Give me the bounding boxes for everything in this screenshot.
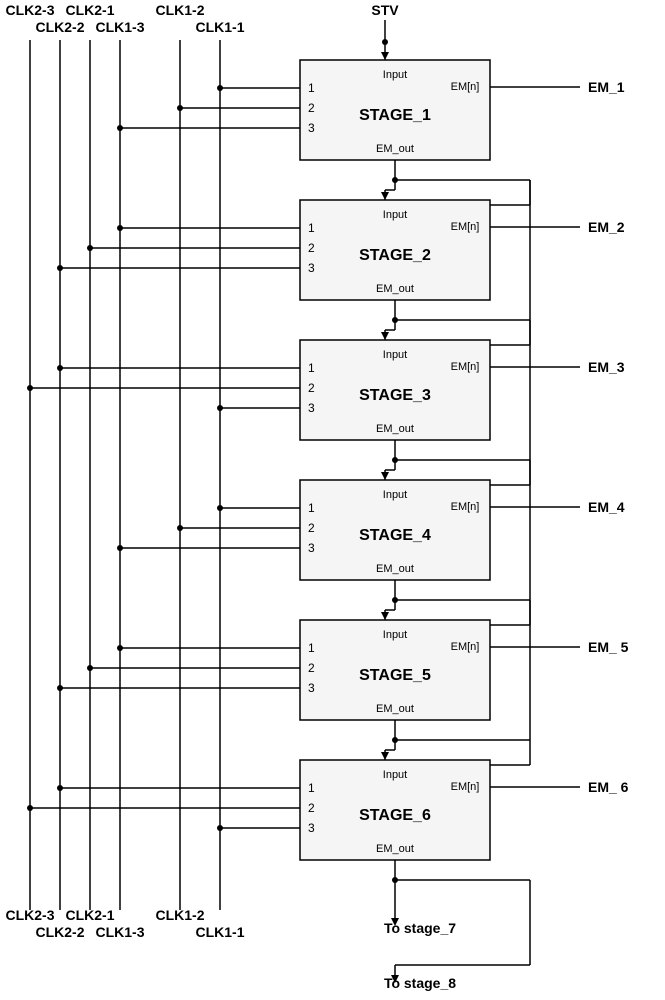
stage-name: STAGE_2 (359, 247, 431, 264)
emn-label: EM[n] (451, 501, 480, 513)
port-num: 1 (308, 641, 315, 655)
clk-label-top: CLK2-1 (65, 2, 114, 18)
port-num: 3 (308, 261, 315, 275)
clk-label-top: CLK1-3 (95, 19, 144, 35)
clk-label-top: CLK2-3 (5, 2, 54, 18)
emout-label: EM_out (376, 423, 414, 435)
emn-label: EM[n] (451, 221, 480, 233)
em-output-label: EM_ 6 (588, 779, 629, 795)
stv-label: STV (371, 2, 399, 18)
em-output-label: EM_2 (588, 219, 625, 235)
input-label: Input (383, 209, 407, 221)
stage-name: STAGE_6 (359, 807, 431, 824)
to-stage-7: To stage_7 (384, 920, 456, 936)
to-stage-8: To stage_8 (384, 975, 456, 991)
stage-name: STAGE_5 (359, 667, 431, 684)
port-num: 2 (308, 101, 315, 115)
emout-label: EM_out (376, 703, 414, 715)
port-num: 2 (308, 801, 315, 815)
port-num: 1 (308, 361, 315, 375)
stage-name: STAGE_3 (359, 387, 431, 404)
clk-label-bot: CLK1-2 (155, 907, 204, 923)
clk-label-top: CLK1-2 (155, 2, 204, 18)
em-output-label: EM_ 5 (588, 639, 629, 655)
em-output-label: EM_3 (588, 359, 625, 375)
em-output-label: EM_1 (588, 79, 625, 95)
port-num: 3 (308, 401, 315, 415)
emout-label: EM_out (376, 283, 414, 295)
port-num: 1 (308, 81, 315, 95)
port-num: 1 (308, 501, 315, 515)
clk-label-bot: CLK2-1 (65, 907, 114, 923)
port-num: 3 (308, 681, 315, 695)
emn-label: EM[n] (451, 361, 480, 373)
clk-label-top: CLK1-1 (195, 19, 244, 35)
port-num: 1 (308, 221, 315, 235)
em-output-label: EM_4 (588, 499, 625, 515)
emn-label: EM[n] (451, 641, 480, 653)
input-label: Input (383, 489, 407, 501)
port-num: 3 (308, 541, 315, 555)
input-label: Input (383, 769, 407, 781)
port-num: 3 (308, 121, 315, 135)
clk-label-bot: CLK1-3 (95, 924, 144, 940)
clk-label-bot: CLK2-2 (35, 924, 84, 940)
circuit-diagram: CLK2-3CLK2-3CLK2-2CLK2-2CLK2-1CLK2-1CLK1… (0, 0, 665, 1000)
input-label: Input (383, 349, 407, 361)
port-num: 1 (308, 781, 315, 795)
port-num: 2 (308, 381, 315, 395)
input-label: Input (383, 69, 407, 81)
emn-label: EM[n] (451, 781, 480, 793)
port-num: 2 (308, 661, 315, 675)
stage-name: STAGE_4 (359, 527, 431, 544)
stage-name: STAGE_1 (359, 107, 431, 124)
port-num: 2 (308, 241, 315, 255)
port-num: 2 (308, 521, 315, 535)
emn-label: EM[n] (451, 81, 480, 93)
emout-label: EM_out (376, 563, 414, 575)
port-num: 3 (308, 821, 315, 835)
clk-label-bot: CLK2-3 (5, 907, 54, 923)
input-label: Input (383, 629, 407, 641)
clk-label-top: CLK2-2 (35, 19, 84, 35)
emout-label: EM_out (376, 843, 414, 855)
clk-label-bot: CLK1-1 (195, 924, 244, 940)
emout-label: EM_out (376, 143, 414, 155)
